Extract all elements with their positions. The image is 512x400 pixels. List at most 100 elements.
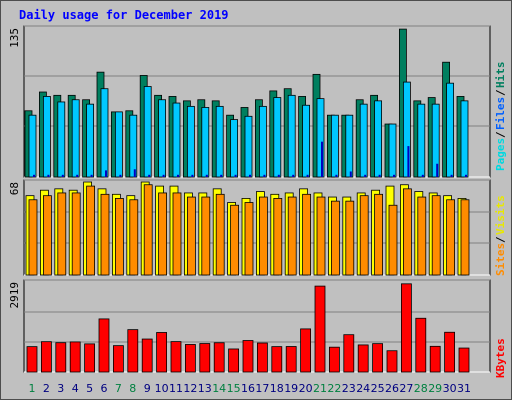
pages-bar: [407, 146, 410, 177]
day-label: 19: [284, 382, 298, 395]
files-bar: [273, 97, 282, 178]
pages-bar: [436, 163, 439, 177]
day-label: 29: [428, 382, 442, 395]
pages-bar: [162, 174, 165, 177]
legend-sep-1: /: [494, 131, 507, 138]
pages-bar: [349, 171, 352, 177]
sites-bar: [71, 192, 81, 276]
day-label: 26: [385, 382, 399, 395]
day-label: 12: [183, 382, 197, 395]
kbytes-bar: [199, 343, 211, 373]
kbytes-bar: [400, 283, 412, 373]
day-label: 25: [371, 382, 385, 395]
files-bar: [172, 102, 181, 178]
mid-panel-y-tick-label: 68: [8, 182, 21, 195]
pages-bar: [277, 174, 280, 177]
kbytes-bar: [69, 341, 81, 373]
sites-bar: [28, 199, 38, 276]
sites-bar: [287, 196, 297, 276]
kbytes-bar: [26, 346, 38, 373]
pages-bar: [393, 174, 395, 177]
files-bar: [345, 114, 354, 178]
sites-bar: [460, 199, 470, 276]
legend-visits: Visits: [494, 195, 507, 235]
hits-files-pages-panel: [23, 25, 491, 178]
pages-bar: [177, 174, 179, 177]
kbytes-bar: [314, 285, 326, 373]
pages-bar: [450, 174, 453, 177]
legend-sep-2: /: [494, 89, 507, 96]
files-bar: [115, 111, 123, 178]
pages-bar: [119, 174, 122, 177]
day-axis-labels: 1 2 3 4 5 6 7 8 9 10 11 12 13 14 15 16 17 18 19 20 21 22 23 24 2…: [29, 382, 472, 395]
files-bar: [28, 114, 37, 178]
bot-panel-y-tick-label: 2919: [8, 282, 21, 309]
pages-bar: [205, 174, 208, 177]
kbytes-bar: [242, 340, 254, 373]
sites-bar: [374, 193, 384, 276]
sites-bar: [215, 193, 225, 276]
day-label: 2: [43, 382, 50, 395]
files-bar: [316, 98, 325, 178]
day-label: 30: [443, 382, 457, 395]
pages-bar: [220, 174, 223, 177]
sites-bar: [431, 195, 441, 276]
sites-bar: [43, 195, 52, 276]
sites-bar: [258, 196, 268, 276]
kbytes-bar: [343, 334, 355, 373]
pages-bar: [465, 174, 467, 177]
pages-bar: [263, 174, 266, 177]
sites-bar: [388, 204, 398, 276]
files-bar: [57, 101, 66, 178]
legend-kbytes: KBytes: [494, 338, 507, 378]
files-bar: [359, 103, 368, 178]
pages-bar: [321, 141, 323, 177]
day-label: 20: [299, 382, 313, 395]
day-label: 16: [241, 382, 255, 395]
day-label: 17: [255, 382, 269, 395]
day-label: 31: [457, 382, 471, 395]
files-bar: [460, 100, 469, 178]
visits-sites-panel: [23, 179, 491, 276]
pages-bar: [191, 174, 194, 177]
kbytes-bar: [113, 345, 124, 373]
day-label: 21: [313, 382, 327, 395]
kbytes-bar: [386, 350, 398, 373]
files-bar: [374, 100, 383, 178]
files-bar: [302, 104, 311, 178]
day-label: 7: [115, 382, 122, 395]
kbytes-bar: [170, 341, 182, 373]
day-label: 13: [198, 382, 212, 395]
day-label: 3: [57, 382, 64, 395]
pages-bar: [335, 174, 338, 177]
sites-bar: [186, 196, 196, 276]
files-bar: [158, 99, 167, 178]
pages-bar: [105, 170, 107, 177]
files-bar: [143, 86, 152, 178]
sites-bar: [115, 198, 124, 276]
files-bar: [43, 96, 51, 178]
files-bar: [431, 103, 440, 178]
sites-bar: [330, 200, 340, 276]
kbytes-bar: [415, 317, 427, 373]
files-bar: [417, 103, 426, 178]
files-bar: [244, 115, 253, 178]
day-label: 23: [342, 382, 356, 395]
top-panel-y-tick-label: 135: [8, 28, 21, 48]
kbytes-bar: [429, 345, 441, 373]
pages-bar: [61, 174, 64, 177]
day-label: 11: [169, 382, 183, 395]
kbytes-bar: [256, 342, 268, 373]
kbytes-bar: [285, 346, 297, 373]
sites-bar: [402, 188, 412, 276]
sites-bar: [446, 199, 456, 276]
files-bar: [215, 105, 224, 178]
files-bar: [186, 105, 195, 178]
kbytes-bar: [55, 342, 67, 373]
files-bar: [402, 81, 411, 178]
day-label: 27: [399, 382, 413, 395]
files-bar: [330, 114, 339, 178]
files-bar: [287, 94, 296, 178]
kbytes-bar: [328, 346, 340, 373]
day-label: 22: [327, 382, 341, 395]
